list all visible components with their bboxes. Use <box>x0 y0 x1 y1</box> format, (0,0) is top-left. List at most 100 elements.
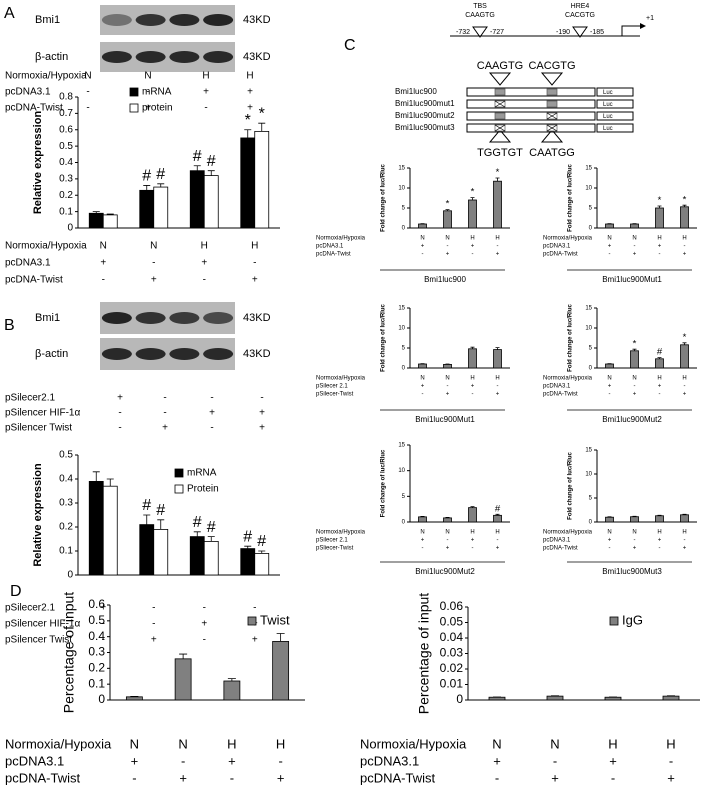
condition-value: H <box>201 241 208 252</box>
blot-label: β-actin <box>35 348 68 360</box>
x-axis-label: Bmi1luc900Mut1 <box>415 415 475 424</box>
error-bar <box>244 545 252 549</box>
y-tick-label: 0.1 <box>59 546 73 557</box>
error-bar <box>470 197 475 200</box>
condition-label: Normoxia/Hypoxia <box>5 71 87 82</box>
panel-label: C <box>344 37 356 54</box>
error-bar <box>495 177 500 182</box>
blot-band <box>135 312 166 324</box>
blot-band <box>169 348 200 360</box>
reporter-label: Luc <box>603 126 613 132</box>
condition-label: pcDNA-Twist <box>5 770 81 785</box>
reporter-box <box>596 99 634 109</box>
mutant-sequence: TGGTGT <box>477 147 523 159</box>
construct-name: Bmi1luc900 <box>395 87 437 96</box>
error-bar <box>244 129 252 138</box>
y-tick-label: 15 <box>585 448 592 454</box>
condition-value: N <box>130 736 139 751</box>
condition-value: H <box>470 530 474 536</box>
legend-swatch <box>129 87 139 97</box>
significance-mark: * <box>683 332 687 343</box>
condition-value: + <box>247 103 253 114</box>
error-bar <box>420 515 425 517</box>
condition-value: - <box>422 252 424 258</box>
condition-label: pcDNA3.1 <box>316 244 344 250</box>
condition-value: + <box>421 384 425 390</box>
blot-size: 43KD <box>243 348 271 360</box>
condition-value: H <box>470 376 474 382</box>
y-axis-label: Fold change of luc/Rluc <box>381 304 387 372</box>
condition-label: pcDNA3.1 <box>543 384 571 390</box>
y-tick-label: 0.3 <box>59 498 73 509</box>
bar <box>680 514 689 523</box>
y-axis-label: Fold change of luc/Rluc <box>568 304 574 372</box>
condition-value: - <box>684 538 686 544</box>
bar <box>605 223 614 229</box>
tss-arrowhead <box>640 23 646 29</box>
bar <box>223 680 241 701</box>
bar <box>418 516 427 523</box>
condition-value: + <box>658 538 662 544</box>
condition-label: Normoxia/Hypoxia <box>316 236 366 242</box>
condition-value: N <box>144 71 151 82</box>
mutant-sequence: CAATGG <box>529 147 575 159</box>
bar <box>655 207 664 229</box>
condition-value: + <box>151 275 157 286</box>
condition-value: + <box>493 753 501 768</box>
y-axis-label: Relative expression <box>32 111 44 215</box>
bar <box>655 358 664 369</box>
site-marker <box>472 26 488 38</box>
blot-label: Bmi1 <box>35 14 60 26</box>
blot-band <box>203 312 234 324</box>
condition-value: + <box>117 393 123 404</box>
condition-value: + <box>201 619 207 630</box>
significance-mark: * <box>259 105 265 122</box>
y-axis-label: Fold change of luc/Rluc <box>381 449 387 517</box>
condition-value: - <box>102 275 105 286</box>
significance-mark: # <box>142 168 151 185</box>
significance-mark: # <box>495 503 501 514</box>
condition-value: - <box>163 393 166 404</box>
condition-value: + <box>259 408 265 419</box>
condition-value: - <box>203 603 206 614</box>
y-tick-label: 0 <box>402 226 406 232</box>
condition-value: - <box>447 384 449 390</box>
bar <box>546 695 564 701</box>
condition-value: N <box>632 236 636 242</box>
x-axis-label: Bmi1luc900 <box>424 275 466 284</box>
panel-label: B <box>4 317 15 334</box>
y-tick-label: 10 <box>398 186 405 192</box>
bar <box>203 541 219 576</box>
condition-value: - <box>152 258 155 269</box>
condition-value: H <box>608 736 617 751</box>
error-bar <box>207 536 215 542</box>
condition-value: - <box>278 753 282 768</box>
condition-value: + <box>471 384 475 390</box>
condition-value: - <box>659 252 661 258</box>
y-axis-label: Fold change of luc/Rluc <box>381 164 387 232</box>
condition-value: H <box>657 376 661 382</box>
condition-value: N <box>492 736 501 751</box>
condition-value: N <box>632 530 636 536</box>
condition-value: + <box>608 244 612 250</box>
condition-label: pcDNA-Twist <box>543 546 578 552</box>
condition-label: pSliecer-Twist <box>316 546 354 552</box>
condition-label: pcDNA3.1 <box>543 244 571 250</box>
bar <box>604 696 622 701</box>
x-axis-label: Bmi1luc900Mut2 <box>415 567 475 576</box>
significance-mark: # <box>207 153 216 170</box>
condition-value: - <box>210 393 213 404</box>
y-tick-label: 0 <box>67 223 73 234</box>
condition-label: pcDNA-Twist <box>5 275 63 286</box>
site-sequence: CAAGTG <box>465 12 495 19</box>
y-tick-label: 0.1 <box>59 206 73 217</box>
condition-value: + <box>203 87 209 98</box>
bar <box>88 212 104 229</box>
blot-band <box>101 51 132 63</box>
condition-value: H <box>276 736 285 751</box>
blot-band <box>169 312 200 324</box>
condition-value: - <box>132 770 136 785</box>
bar <box>680 206 689 229</box>
bar <box>468 348 477 369</box>
y-tick-label: 15 <box>398 306 405 312</box>
